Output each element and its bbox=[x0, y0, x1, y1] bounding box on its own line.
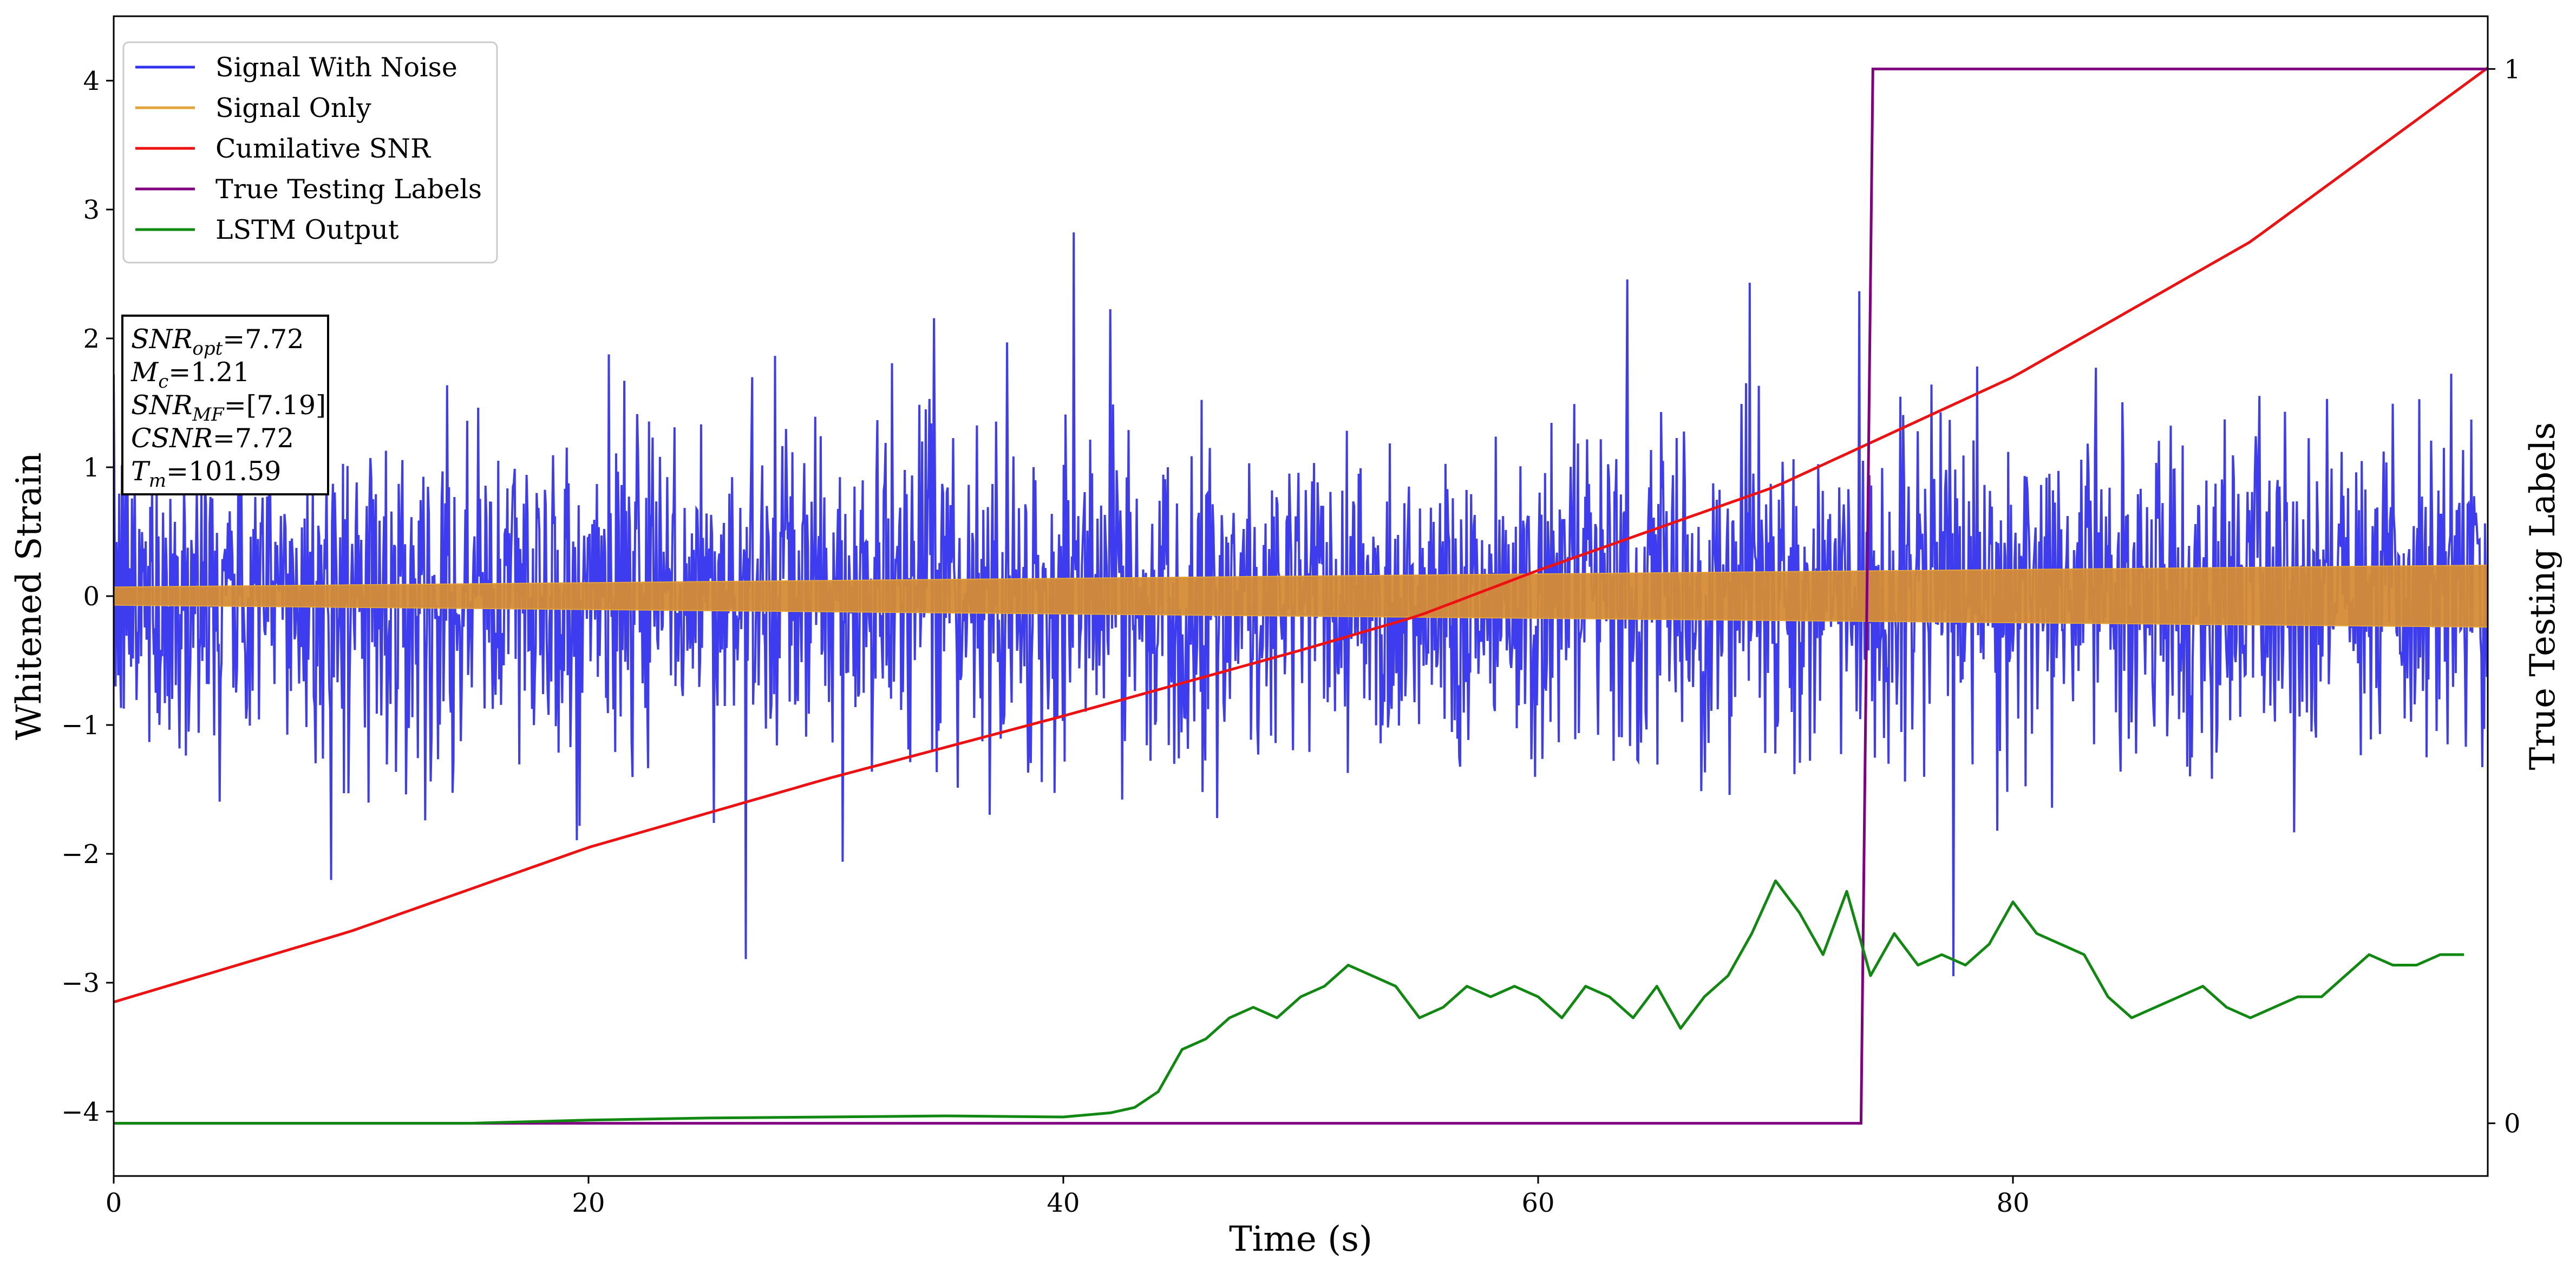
x-tick-label: 60 bbox=[1521, 1188, 1554, 1218]
y-tick-label: 1 bbox=[83, 453, 100, 483]
legend-entry: Signal With Noise bbox=[215, 52, 457, 83]
y-tick-label: 4 bbox=[83, 66, 100, 96]
y-tick-label: −3 bbox=[61, 968, 100, 998]
plot-area bbox=[114, 67, 2488, 1125]
y-tick-label: 0 bbox=[83, 582, 100, 612]
series-lstm-output bbox=[114, 879, 2464, 1125]
y-tick-label: 2 bbox=[83, 324, 100, 354]
x-tick-label: 0 bbox=[106, 1188, 122, 1218]
y-tick-label: −1 bbox=[61, 710, 100, 741]
annotation-line: Mc=1.21 bbox=[130, 357, 250, 393]
annotation-line: SNRMF=[7.19] bbox=[131, 390, 326, 426]
series-cumulative-snr bbox=[114, 67, 2488, 1004]
legend-entry: Cumilative SNR bbox=[215, 133, 431, 164]
legend-box bbox=[122, 41, 498, 264]
legend-entry: LSTM Output bbox=[215, 214, 399, 245]
y2-tick-label: 1 bbox=[2504, 54, 2521, 84]
y2-axis-label: True Testing Labels bbox=[2523, 422, 2563, 770]
y-tick-label: −2 bbox=[61, 839, 100, 870]
annotation-line: CSNR=7.72 bbox=[131, 423, 294, 454]
y-tick-label: −4 bbox=[61, 1097, 100, 1127]
x-tick-label: 80 bbox=[1996, 1188, 2029, 1218]
series-true-testing-labels bbox=[114, 67, 2488, 1125]
x-axis-label: Time (s) bbox=[1229, 1219, 1372, 1259]
y-axis-label: Whitened Strain bbox=[9, 452, 49, 740]
y2-tick-label: 0 bbox=[2504, 1109, 2521, 1139]
legend-entry: Signal Only bbox=[215, 93, 371, 123]
x-tick-label: 40 bbox=[1047, 1188, 1080, 1218]
legend-entry: True Testing Labels bbox=[215, 174, 482, 205]
annotation-line: Tm=101.59 bbox=[131, 456, 281, 492]
annotation-line: SNRopt=7.72 bbox=[131, 324, 304, 360]
series-signal-only bbox=[114, 564, 2488, 628]
parameter-annotation-box: SNRopt=7.72Mc=1.21SNRMF=[7.19]CSNR=7.72T… bbox=[121, 315, 329, 495]
x-tick-label: 20 bbox=[572, 1188, 605, 1218]
y-tick-label: 3 bbox=[83, 195, 100, 225]
annotation-box-frame bbox=[121, 315, 329, 495]
legend: Signal With Noise Signal Only Cumilative S… bbox=[122, 41, 498, 264]
